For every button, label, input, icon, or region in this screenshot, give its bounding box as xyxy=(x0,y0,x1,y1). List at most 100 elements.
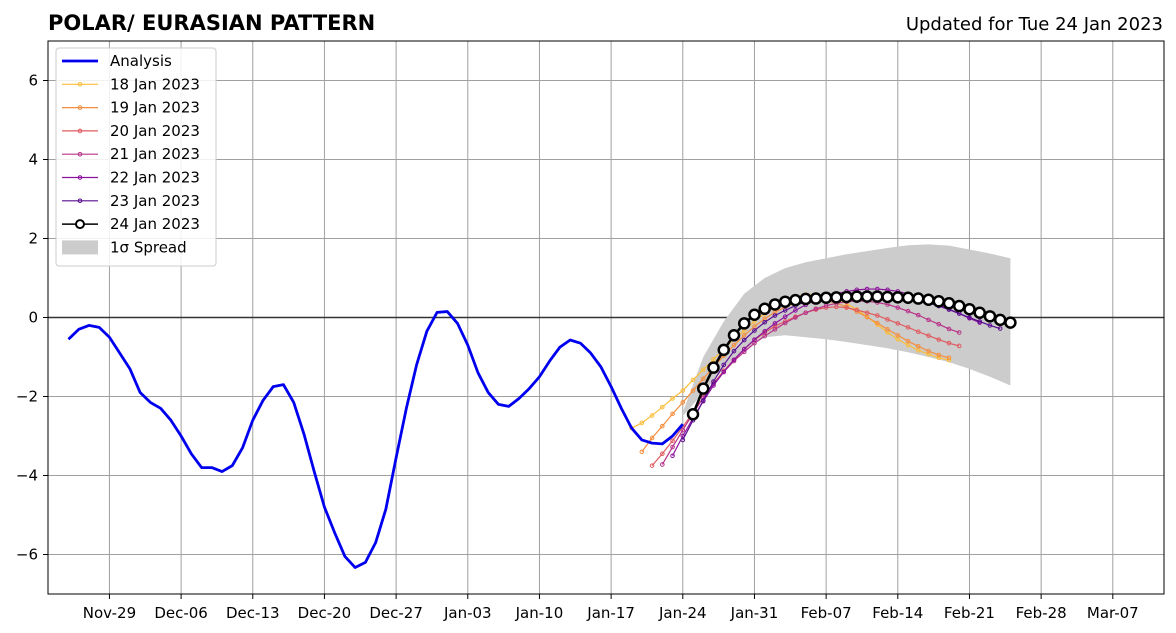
legend-label: 18 Jan 2023 xyxy=(110,75,200,93)
forecast-point xyxy=(946,340,952,346)
forecast-point xyxy=(922,293,935,306)
forecast-point xyxy=(946,326,952,332)
x-tick-label: Dec-20 xyxy=(298,604,352,622)
forecast-point xyxy=(844,305,849,310)
forecast-point xyxy=(997,326,1003,331)
forecast-point xyxy=(660,462,665,467)
forecast-point xyxy=(830,291,843,304)
forecast-point xyxy=(752,337,757,342)
forecast-point xyxy=(649,435,655,441)
forecast-point xyxy=(670,411,675,417)
forecast-point xyxy=(680,427,686,433)
forecast-point xyxy=(905,325,911,330)
forecast-point xyxy=(741,346,747,352)
forecast-point xyxy=(926,333,931,338)
analysis-line xyxy=(67,310,684,569)
forecast-point xyxy=(700,367,706,372)
legend-marker xyxy=(75,219,85,230)
forecast-point xyxy=(731,348,737,354)
forecast-point xyxy=(670,396,675,401)
x-tick-label: Jan-10 xyxy=(515,604,564,622)
forecast-point xyxy=(987,323,993,328)
forecast-point xyxy=(793,315,798,320)
forecast-point xyxy=(782,320,788,326)
forecast-point xyxy=(649,463,655,468)
forecast-point xyxy=(697,382,710,395)
forecast-point xyxy=(932,295,946,308)
forecast-point xyxy=(895,305,901,310)
forecast-point xyxy=(871,290,884,303)
forecast-point xyxy=(680,388,686,393)
forecast-point xyxy=(912,292,925,305)
forecast-point xyxy=(926,348,931,354)
forecast-point xyxy=(1004,316,1017,329)
legend-marker xyxy=(77,105,83,110)
forecast-point xyxy=(741,332,747,338)
forecast-point xyxy=(864,314,870,320)
forecast-point xyxy=(707,361,720,374)
y-tick-label: 2 xyxy=(28,230,38,248)
forecast-point xyxy=(819,291,833,304)
forecast-point xyxy=(680,400,686,405)
legend-label: 22 Jan 2023 xyxy=(110,169,200,187)
forecast-point xyxy=(680,437,686,443)
forecast-point xyxy=(717,343,730,357)
forecast-point xyxy=(905,308,911,314)
legend-label: 20 Jan 2023 xyxy=(110,122,200,140)
x-tick-label: Feb-14 xyxy=(872,604,923,622)
forecast-point xyxy=(993,313,1007,327)
forecast-point xyxy=(772,327,778,332)
forecast-point xyxy=(762,329,767,334)
forecast-point xyxy=(875,313,880,318)
forecast-point xyxy=(721,362,727,368)
legend-swatch xyxy=(62,240,98,255)
x-tick-label: Jan-03 xyxy=(443,604,492,622)
forecast-point xyxy=(660,404,665,410)
forecast-point xyxy=(778,295,792,308)
forecast-point xyxy=(793,308,798,313)
forecast-point xyxy=(690,377,696,383)
y-tick-label: 6 xyxy=(28,72,38,90)
forecast-point xyxy=(936,355,942,361)
forecast-point xyxy=(967,315,972,320)
legend-box xyxy=(55,47,217,267)
forecast-point xyxy=(915,344,921,349)
y-tick-label: −4 xyxy=(16,467,38,485)
x-tick-label: Feb-28 xyxy=(1016,604,1067,622)
forecast-point xyxy=(758,302,771,316)
forecast-point xyxy=(956,343,962,349)
forecast-point xyxy=(905,338,911,344)
forecast-point xyxy=(926,317,931,323)
forecast-point xyxy=(711,379,716,384)
legend-marker xyxy=(77,82,83,87)
forecast-point xyxy=(762,319,767,325)
legend-label: 23 Jan 2023 xyxy=(110,192,200,210)
x-tick-label: Dec-27 xyxy=(369,604,423,622)
forecast-point xyxy=(711,357,716,362)
x-tick-label: Jan-24 xyxy=(658,604,707,622)
forecast-point xyxy=(936,337,942,342)
forecast-point xyxy=(803,310,808,316)
forecast-point xyxy=(700,376,706,382)
x-tick-label: Jan-17 xyxy=(586,604,635,622)
spread-band-group xyxy=(682,244,1011,417)
forecast-point xyxy=(731,357,737,363)
legend-label: 24 Jan 2023 xyxy=(110,215,200,233)
forecast-point xyxy=(885,327,890,332)
spread-band xyxy=(682,244,1011,417)
forecast-point xyxy=(973,306,986,320)
y-tick-label: 0 xyxy=(28,309,38,327)
forecast-point xyxy=(946,357,952,363)
forecast-point xyxy=(799,292,812,306)
forecast-point xyxy=(772,321,778,326)
forecast-point xyxy=(789,293,802,307)
forecast-point xyxy=(854,307,860,313)
x-axis: Nov-29 Dec-06 Dec-13 Dec-20 Dec-27 Jan-03 Jan-… xyxy=(83,594,1139,622)
forecast-point xyxy=(700,398,706,403)
forecast-point xyxy=(895,332,901,338)
forecast-point xyxy=(915,329,921,335)
forecast-point xyxy=(809,292,823,305)
x-tick-label: Feb-07 xyxy=(801,604,852,622)
x-tick-label: Jan-31 xyxy=(730,604,779,622)
forecast-point xyxy=(942,297,956,310)
